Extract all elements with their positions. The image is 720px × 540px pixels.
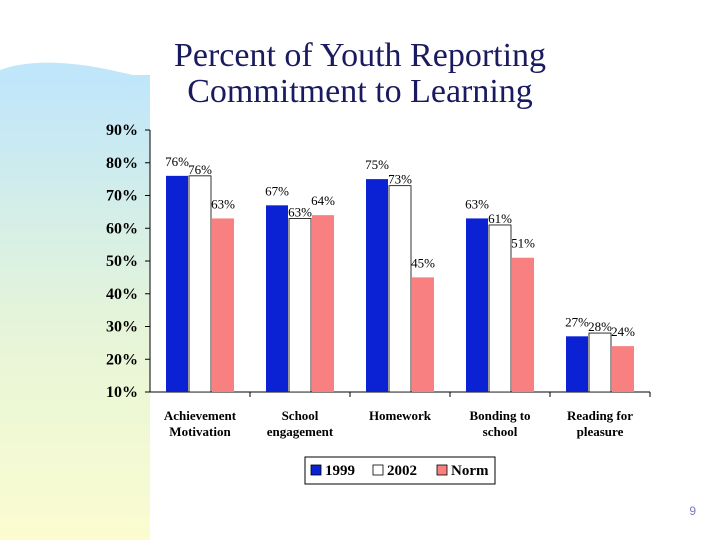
bar-1999 [466, 218, 488, 392]
x-tick-label: Bonding to [469, 408, 530, 423]
title-line-2: Commitment to Learning [187, 73, 533, 110]
y-tick-label: 10% [106, 384, 138, 401]
legend-swatch-norm [436, 464, 448, 476]
x-tick-label: Motivation [169, 424, 231, 439]
x-tick-label: school [483, 424, 518, 439]
bar-2002 [188, 175, 212, 393]
legend-swatch-1999 [310, 464, 322, 476]
y-tick-label: 40% [106, 286, 138, 303]
y-tick-label: 50% [106, 253, 138, 270]
x-tick-label: Achievement [164, 408, 237, 423]
x-tick-label: pleasure [577, 424, 624, 439]
data-label: 24% [611, 324, 635, 339]
x-tick-label: School [282, 408, 319, 423]
bar-norm [612, 346, 634, 392]
data-label: 51% [511, 236, 535, 251]
chart-title: Percent of Youth Reporting Commitment to… [100, 38, 620, 110]
bar-norm [412, 277, 434, 392]
bar-1999 [366, 179, 388, 392]
data-label: 27% [565, 314, 589, 329]
bar-1999 [166, 175, 188, 392]
data-label: 67% [265, 183, 289, 198]
y-tick-label: 80% [106, 155, 138, 172]
data-label: 76% [165, 154, 189, 169]
bar-1999 [566, 336, 588, 392]
data-label: 73% [388, 172, 412, 187]
bar-2002 [388, 185, 412, 393]
legend-swatch-2002 [372, 464, 384, 476]
x-tick-label: Reading for [567, 408, 633, 423]
background-band [0, 75, 150, 540]
legend-label: Norm [451, 463, 489, 479]
legend-box [304, 456, 496, 485]
bar-2002 [488, 224, 512, 393]
bar-2002 [588, 332, 612, 393]
bar-2002 [288, 218, 312, 393]
data-label: 75% [365, 157, 389, 172]
y-tick-label: 20% [106, 351, 138, 368]
data-label: 76% [188, 162, 212, 177]
x-tick-label: engagement [267, 424, 334, 439]
legend-label: 1999 [325, 463, 355, 479]
y-tick-label: 30% [106, 319, 138, 336]
data-label: 63% [465, 196, 489, 211]
data-label: 63% [288, 204, 312, 219]
title-line-1: Percent of Youth Reporting [173, 37, 547, 74]
bar-norm [212, 218, 234, 392]
data-label: 64% [311, 193, 335, 208]
y-tick-label: 60% [106, 220, 138, 237]
data-label: 45% [411, 255, 435, 270]
bar-norm [312, 215, 334, 392]
y-tick-label: 90% [106, 122, 138, 139]
bar-norm [512, 257, 534, 392]
data-label: 28% [588, 319, 612, 334]
x-tick-label: Homework [369, 408, 432, 423]
data-label: 61% [488, 211, 512, 226]
y-tick-label: 70% [106, 188, 138, 205]
legend-label: 2002 [387, 463, 417, 479]
page-number: 9 [689, 504, 696, 518]
data-label: 63% [211, 196, 235, 211]
bar-1999 [266, 205, 288, 392]
